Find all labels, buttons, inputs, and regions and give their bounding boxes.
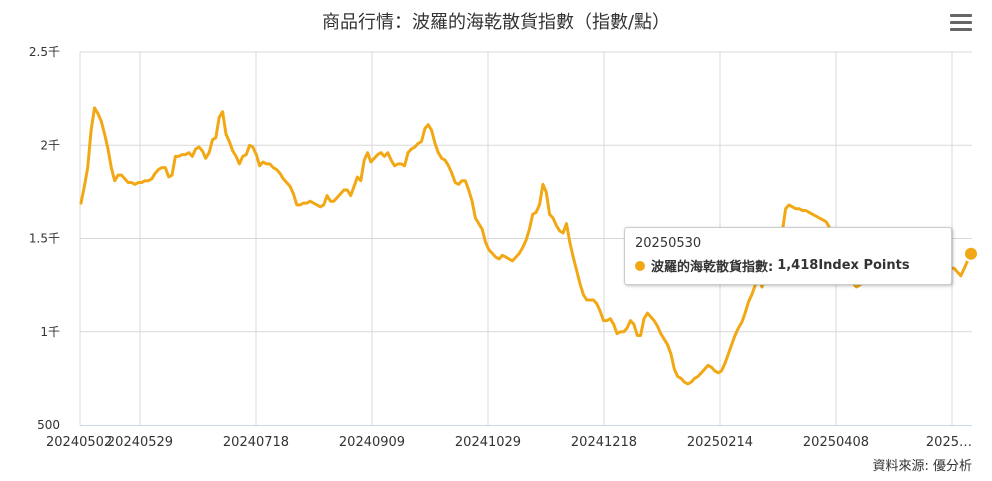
x-tick-label: 2025… — [926, 435, 972, 450]
tooltip-value: 1,418 — [777, 258, 819, 273]
tooltip: 20250530 波羅的海乾散貨指數: 1,418 Index Points — [624, 227, 952, 285]
x-tick-label: 20240502 — [46, 435, 112, 450]
y-tick-label: 1.5千 — [29, 232, 60, 246]
data-source-credit: 資料來源: 優分析 — [872, 459, 972, 474]
series-line[interactable] — [79, 106, 973, 386]
y-tick-label: 500 — [37, 418, 60, 432]
menu-bar-top — [950, 14, 972, 17]
tooltip-date: 20250530 — [635, 236, 702, 251]
tooltip-unit: Index Points — [818, 258, 910, 273]
x-tick-label: 20240718 — [223, 435, 289, 450]
x-tick-label: 20250408 — [803, 435, 869, 450]
tooltip-row: 波羅的海乾散貨指數: 1,418 Index Points — [635, 256, 941, 275]
y-tick-label: 2.5千 — [29, 45, 60, 59]
x-tick-label: 20240909 — [339, 435, 405, 450]
hamburger-menu-icon[interactable] — [950, 14, 972, 32]
x-tick-label: 20250214 — [687, 435, 753, 450]
tooltip-series-name: 波羅的海乾散貨指數: — [651, 260, 774, 275]
menu-bar-middle — [950, 21, 972, 24]
menu-bar-bottom — [950, 28, 972, 31]
x-tick-label: 20241218 — [571, 435, 637, 450]
chart-title: 商品行情：波羅的海乾散貨指數（指數/點） — [321, 12, 671, 33]
hover-point-marker[interactable] — [963, 245, 979, 262]
y-tick-label: 2千 — [40, 138, 60, 152]
series-color-dot-icon — [635, 260, 645, 271]
x-tick-label: 20241029 — [455, 435, 521, 450]
y-axis-labels: 500 1千 1.5千 2千 2.5千 — [29, 45, 60, 432]
x-tick-label: 20240529 — [107, 435, 173, 450]
y-tick-label: 1千 — [40, 325, 60, 339]
